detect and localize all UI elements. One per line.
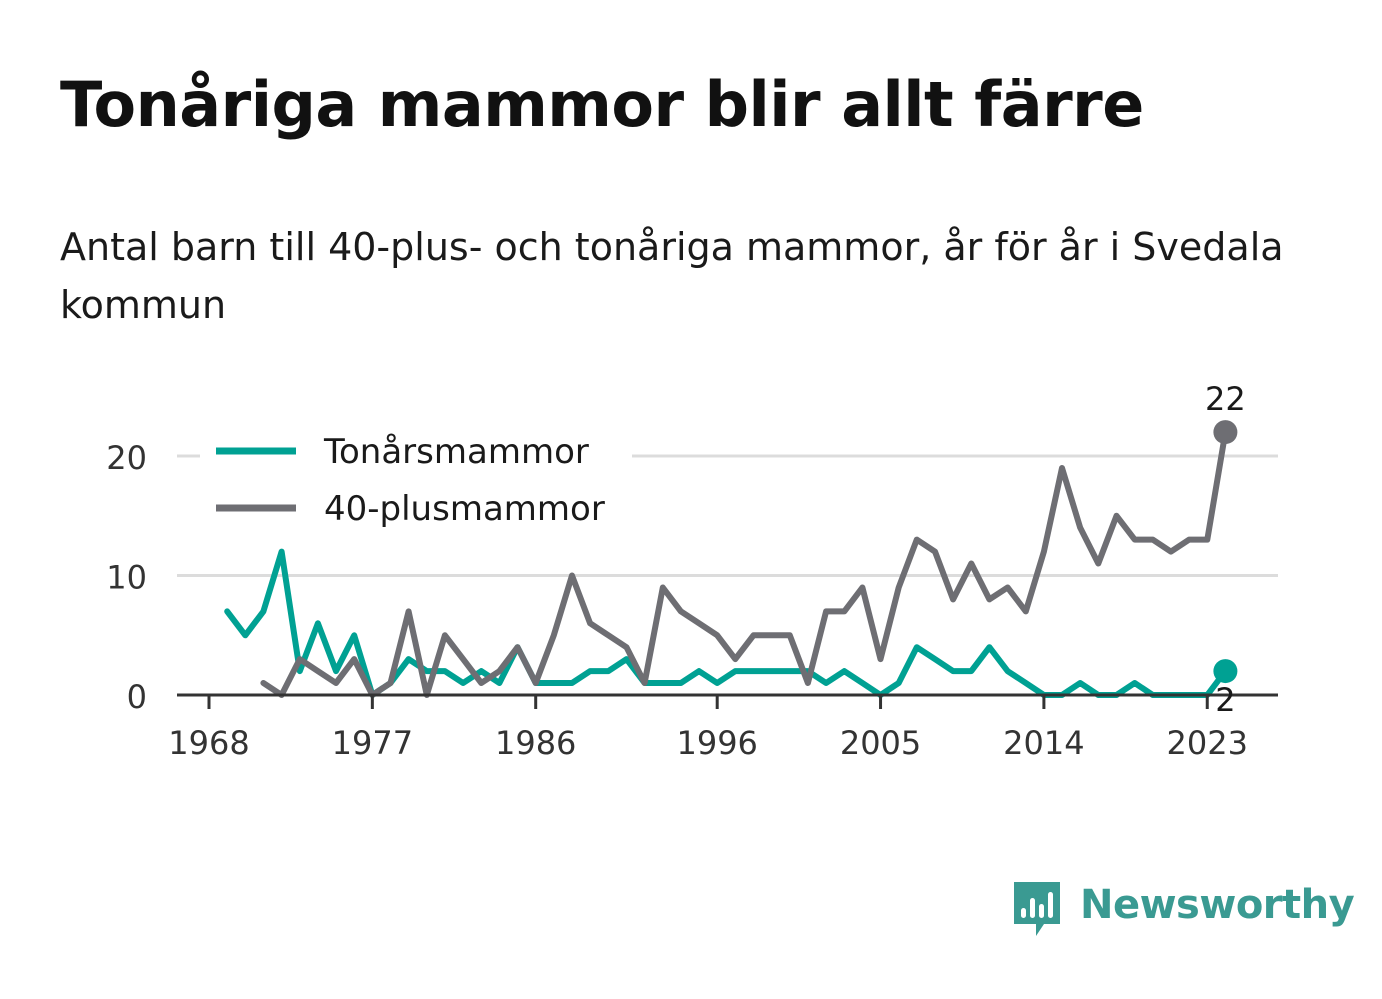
x-tick-label-1968: 1968: [168, 724, 249, 762]
series-line-40-plusmammor: [260, 429, 1229, 698]
x-tick-label-1996: 1996: [676, 724, 757, 762]
brand-logo: Newsworthy: [1010, 878, 1355, 940]
x-tick-label-1986: 1986: [495, 724, 576, 762]
end-marker-40-plusmammor: [1213, 420, 1238, 445]
x-tick-label-1977: 1977: [332, 724, 413, 762]
axes: 0 10 20 1968 1977 1986 1996 2005 2014 2023: [106, 439, 1278, 762]
end-marker-Tonårsmammor: [1213, 659, 1238, 684]
y-tick-label-10: 10: [106, 559, 147, 597]
y-tick-label-20: 20: [106, 439, 147, 477]
end-points: 222: [1205, 380, 1246, 719]
legend-label-Tonårsmammor: Tonårsmammor: [323, 432, 589, 472]
x-tick-label-2005: 2005: [840, 724, 921, 762]
x-tick-label-2014: 2014: [1003, 724, 1084, 762]
brand-name: Newsworthy: [1080, 882, 1355, 928]
chart-title: Tonåriga mammor blir allt färre: [60, 68, 1144, 141]
series-line-Tonårsmammor: [224, 548, 1229, 698]
end-label-40-plusmammor: 22: [1205, 380, 1246, 418]
bar-chart-speech-bubble-icon: [1014, 882, 1060, 936]
x-tick-label-2023: 2023: [1167, 724, 1248, 762]
legend-background: [200, 425, 632, 545]
legend-label-40-plusmammor: 40-plusmammor: [324, 489, 605, 529]
chart-subtitle: Antal barn till 40-plus- och tonåriga ma…: [60, 225, 1284, 327]
end-label-Tonårsmammor: 2: [1215, 681, 1235, 719]
legend: Tonårsmammor 40-plusmammor: [200, 425, 632, 545]
y-tick-label-0: 0: [127, 678, 147, 716]
